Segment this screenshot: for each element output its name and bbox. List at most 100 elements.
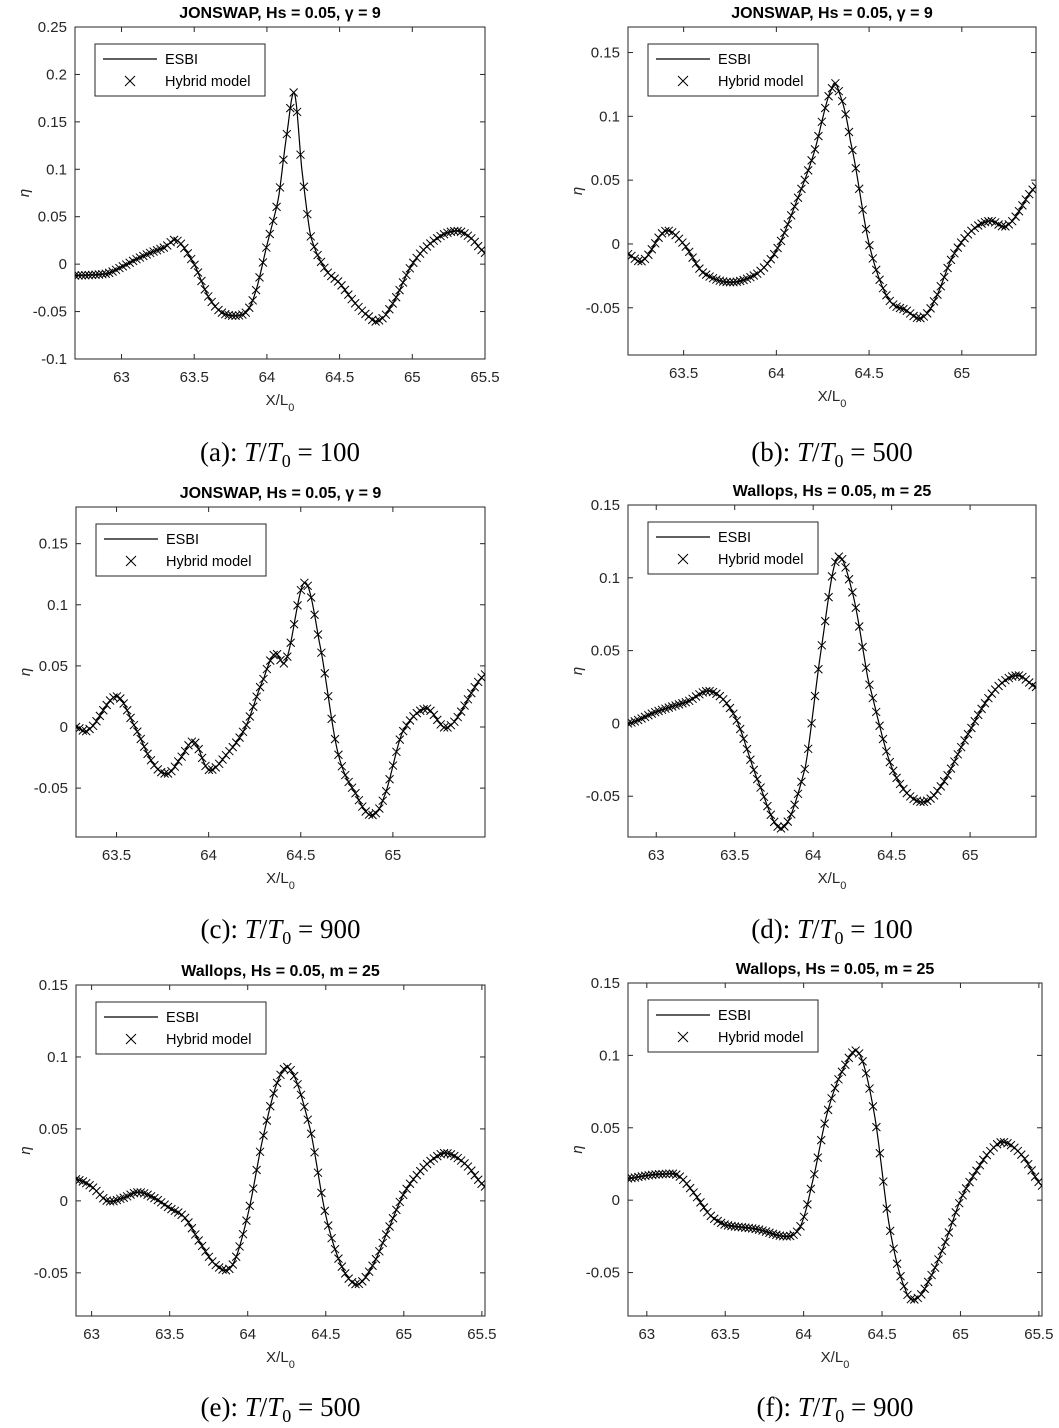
hybrid-marker	[681, 242, 691, 252]
hybrid-marker	[763, 801, 772, 811]
hybrid-marker	[244, 303, 254, 313]
hybrid-marker	[691, 259, 701, 268]
hybrid-marker	[768, 1229, 778, 1239]
caption-prefix: (d):	[751, 914, 797, 944]
hybrid-marker	[1023, 1159, 1033, 1169]
hybrid-marker	[763, 259, 772, 269]
hybrid-marker	[633, 1172, 643, 1182]
legend-hybrid-swatch	[125, 1033, 137, 1045]
hybrid-marker	[300, 1102, 309, 1112]
panel-title: Wallops, Hs = 0.05, m = 25	[736, 961, 935, 978]
hybrid-marker	[129, 1188, 139, 1198]
hybrid-marker	[272, 649, 282, 659]
hybrid-marker	[868, 693, 878, 703]
legend-esbi-label: ESBI	[718, 52, 751, 68]
x-axis-label: X/L0	[821, 1349, 850, 1371]
hybrid-marker	[439, 1148, 449, 1158]
hybrid-marker	[470, 237, 480, 247]
x-tick-label: 64.5	[877, 847, 906, 864]
hybrid-marker	[630, 1173, 640, 1182]
hybrid-marker	[88, 721, 98, 731]
hybrid-marker	[269, 1089, 279, 1098]
hybrid-marker	[115, 1194, 125, 1204]
legend-esbi-label: ESBI	[165, 52, 198, 68]
x-axis-label-main: X/L	[821, 1349, 844, 1366]
hybrid-marker	[419, 704, 429, 714]
caption-subscript: 0	[835, 928, 844, 948]
hybrid-marker	[306, 1129, 316, 1139]
hybrid-marker	[943, 263, 952, 273]
panel-title: JONSWAP, Hs = 0.05, γ = 9	[731, 5, 933, 22]
hybrid-marker	[132, 727, 142, 737]
x-axis-label-main: X/L	[818, 870, 841, 887]
hybrid-marker	[265, 1101, 275, 1111]
hybrid-marker	[190, 738, 200, 748]
hybrid-marker	[98, 705, 108, 715]
hybrid-marker	[752, 774, 762, 784]
hybrid-marker	[837, 1067, 847, 1077]
x-axis-label-subscript: 0	[843, 1359, 849, 1371]
hybrid-marker	[388, 299, 398, 308]
hybrid-marker	[303, 1115, 313, 1125]
hybrid-marker	[480, 1182, 485, 1191]
hybrid-marker	[754, 1225, 764, 1235]
hybrid-marker	[902, 306, 912, 316]
hybrid-marker	[282, 652, 292, 661]
hybrid-marker	[374, 804, 384, 813]
y-tick-label: 0.05	[39, 658, 68, 675]
caption-numerator: T	[244, 437, 261, 467]
hybrid-marker	[827, 572, 837, 581]
hybrid-marker	[1031, 182, 1036, 191]
hybrid-marker	[809, 1169, 819, 1179]
hybrid-marker	[841, 109, 850, 119]
hybrid-marker	[725, 703, 735, 713]
x-tick-label: 64.5	[286, 847, 315, 864]
hybrid-marker	[443, 1149, 452, 1158]
x-axis-label: X/L0	[818, 388, 847, 410]
hybrid-marker	[786, 211, 796, 220]
hybrid-marker	[235, 1242, 244, 1251]
hybrid-marker	[1030, 1172, 1040, 1181]
hybrid-marker	[268, 216, 278, 226]
hybrid-marker	[259, 1131, 268, 1140]
hybrid-marker	[361, 309, 370, 319]
hybrid-marker	[903, 1290, 912, 1300]
hybrid-marker	[340, 285, 350, 295]
y-tick-label: 0.05	[591, 643, 620, 660]
legend-hybrid-label: Hybrid model	[166, 1032, 251, 1048]
hybrid-marker	[272, 1078, 282, 1088]
hybrid-marker	[793, 193, 803, 203]
hybrid-marker	[231, 311, 240, 321]
hybrid-marker	[395, 735, 405, 744]
hybrid-marker	[796, 1221, 805, 1231]
hybrid-marker	[737, 1222, 747, 1232]
hybrid-marker	[143, 749, 152, 759]
hybrid-marker	[286, 638, 296, 648]
y-tick-label: 0.2	[46, 66, 67, 83]
hybrid-marker	[231, 1252, 241, 1262]
hybrid-marker	[885, 757, 895, 767]
hybrid-marker	[391, 292, 401, 302]
hybrid-marker	[381, 1230, 391, 1239]
hybrid-marker	[895, 303, 905, 313]
caption-denominator: T	[820, 437, 837, 467]
hybrid-marker	[892, 1259, 902, 1269]
hybrid-marker	[323, 1221, 333, 1230]
hybrid-marker	[310, 1147, 319, 1157]
hybrid-marker	[1011, 671, 1020, 680]
hybrid-marker	[633, 256, 643, 266]
hybrid-marker	[160, 769, 169, 778]
hybrid-marker	[242, 720, 251, 730]
hybrid-marker	[671, 701, 680, 710]
hybrid-marker	[800, 764, 810, 774]
legend-hybrid-swatch	[677, 553, 689, 565]
hybrid-marker	[351, 788, 360, 798]
x-tick-label: 63	[83, 1326, 100, 1343]
x-tick-label: 64	[259, 369, 276, 386]
x-tick-label: 65.5	[470, 369, 499, 386]
hybrid-marker	[882, 1204, 892, 1213]
hybrid-marker	[780, 228, 789, 238]
hybrid-marker	[735, 724, 745, 734]
hybrid-marker	[320, 1206, 330, 1216]
panel-f: Wallops, Hs = 0.05, m = 25 63 63.5 64 64.5 65…	[569, 961, 1053, 1426]
